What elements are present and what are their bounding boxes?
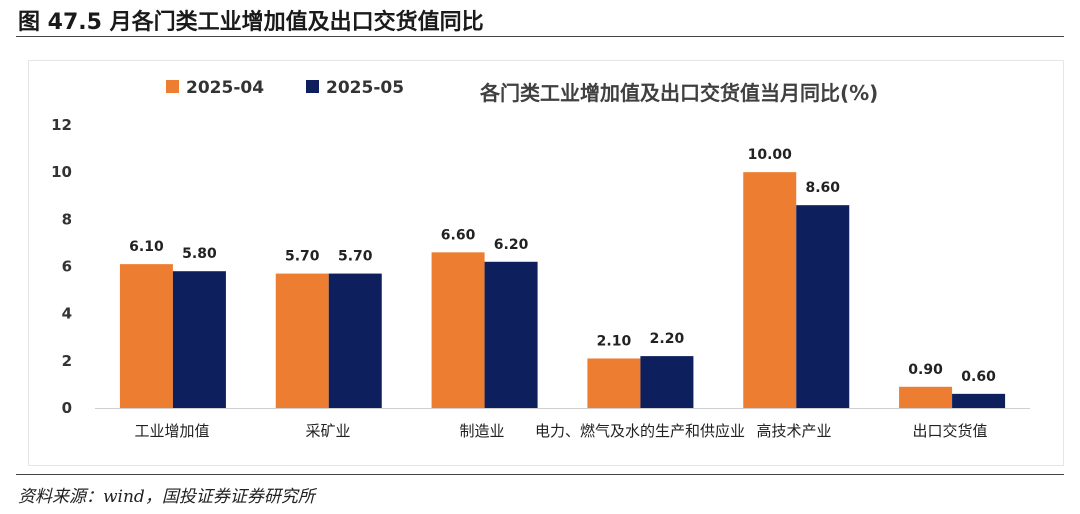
- data-label: 0.60: [961, 369, 996, 385]
- data-label: 0.90: [908, 362, 943, 378]
- y-tick-label: 12: [51, 116, 72, 134]
- y-tick-label: 2: [62, 352, 72, 370]
- source-note: 资料来源：wind，国投证券证券研究所: [18, 487, 315, 507]
- legend-label: 2025-05: [326, 78, 404, 98]
- x-category-label: 电力、燃气及水的生产和供应业: [535, 422, 745, 440]
- legend-label: 2025-04: [186, 78, 264, 98]
- bar-2025-05: [796, 205, 850, 408]
- data-label: 5.70: [285, 249, 320, 265]
- bar-2025-05: [172, 271, 226, 408]
- y-tick-label: 10: [51, 163, 72, 181]
- title-divider: [16, 36, 1064, 37]
- x-category-label: 出口交货值: [912, 422, 987, 440]
- data-label: 5.70: [338, 249, 373, 265]
- legend-swatch: [166, 80, 179, 93]
- y-tick-label: 0: [62, 399, 72, 417]
- data-label: 6.60: [441, 227, 476, 243]
- source-divider: [16, 474, 1064, 475]
- bar-2025-05: [328, 273, 382, 408]
- bar-2025-04: [743, 172, 797, 408]
- x-category-label: 采矿业: [305, 422, 350, 440]
- legend: 2025-04 2025-05: [166, 78, 404, 98]
- figure-title: 图 47.5 月各门类工业增加值及出口交货值同比: [18, 10, 484, 35]
- y-tick-label: 8: [62, 210, 72, 228]
- chart-title: 各门类工业增加值及出口交货值当月同比(%): [479, 81, 878, 105]
- bar-2025-04: [431, 252, 485, 408]
- data-label: 8.60: [805, 180, 840, 196]
- y-tick-label: 4: [62, 305, 72, 323]
- x-category-label: 制造业: [459, 422, 504, 440]
- x-category-label: 工业增加值: [134, 422, 209, 440]
- bar-2025-05: [640, 356, 694, 408]
- data-label: 10.00: [748, 147, 793, 163]
- bars: [119, 172, 1006, 408]
- data-labels: 6.10 5.80 5.70 5.70 6.60 6.20 2.10 2.20 10.00 8.6…: [129, 147, 996, 385]
- x-axis-categories: 工业增加值 采矿业 制造业 电力、燃气及水的生产和供应业 高技术产业 出口交货值: [134, 422, 987, 440]
- bar-2025-05: [484, 261, 538, 408]
- x-category-label: 高技术产业: [756, 422, 831, 440]
- bar-2025-04: [275, 273, 329, 408]
- bar-2025-04: [119, 264, 173, 408]
- data-label: 6.20: [494, 237, 529, 253]
- data-label: 5.80: [182, 246, 217, 262]
- bar-2025-04: [899, 386, 953, 408]
- data-label: 2.20: [650, 331, 685, 347]
- data-label: 6.10: [129, 239, 164, 255]
- data-label: 2.10: [597, 333, 632, 349]
- y-axis-ticks: 0 2 4 6 8 10 12: [51, 116, 72, 417]
- bar-2025-04: [587, 358, 641, 408]
- y-tick-label: 6: [62, 258, 72, 276]
- bar-2025-05: [952, 393, 1006, 408]
- legend-swatch: [306, 80, 319, 93]
